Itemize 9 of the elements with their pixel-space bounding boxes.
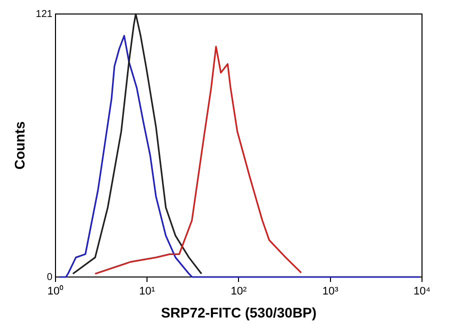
x-tick-label: 10⁴ bbox=[414, 286, 431, 298]
x-tick-label: 10⁰ bbox=[47, 284, 64, 298]
x-axis-title: SRP72-FITC (530/30BP) bbox=[160, 304, 317, 320]
x-tick-label: 10² bbox=[230, 286, 248, 298]
x-tick-label: 10³ bbox=[322, 286, 339, 298]
y-axis-title: Counts bbox=[11, 121, 28, 170]
y-tick-label: 0 bbox=[46, 272, 53, 283]
x-tick-label: 10¹ bbox=[139, 286, 156, 298]
y-tick-label: 121 bbox=[36, 8, 53, 20]
